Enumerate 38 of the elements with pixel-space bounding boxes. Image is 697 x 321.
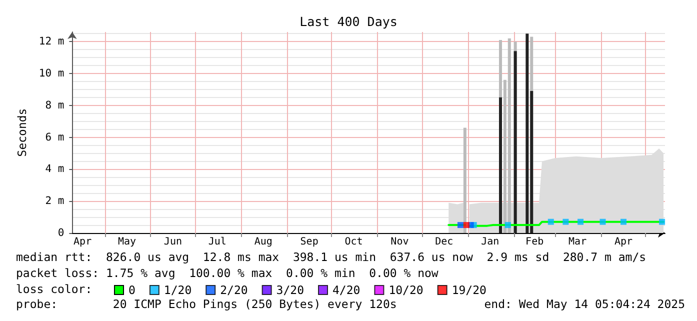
x-tick-label: Jun bbox=[164, 236, 182, 248]
x-tick-label: Jul bbox=[208, 236, 226, 248]
y-tick-label: 2 m bbox=[45, 195, 64, 208]
x-tick-label: Dec bbox=[435, 236, 454, 248]
chart-title: Last 400 Days bbox=[300, 14, 398, 29]
y-tick-label: 6 m bbox=[45, 131, 64, 144]
text: probe: 20 ICMP Echo Pings (250 Bytes) every 120s bbox=[16, 297, 397, 311]
y-tick-label: 10 m bbox=[38, 67, 64, 80]
y-tick-label: 12 m bbox=[38, 36, 64, 48]
legend-label: 0 bbox=[128, 283, 136, 297]
x-tick-label: Sep bbox=[300, 236, 318, 248]
bar bbox=[526, 34, 529, 233]
bar bbox=[463, 128, 466, 233]
text: median rtt: 826.0 us avg 12.8 ms max 398.1 us min 637.6 us now 2.9 ms sd 280.7 m am/s bbox=[16, 250, 646, 264]
y-axis-title: Seconds bbox=[15, 108, 29, 157]
legend-label: 2/20 bbox=[220, 283, 248, 297]
bar bbox=[498, 97, 502, 233]
legend-label: 10/20 bbox=[388, 283, 424, 297]
legend-label: 4/20 bbox=[332, 283, 360, 297]
x-tick-label: Apr bbox=[74, 236, 92, 248]
x-tick-label: Mar bbox=[568, 236, 587, 248]
text: loss color: bbox=[16, 282, 92, 296]
x-tick-label: Oct bbox=[344, 236, 363, 248]
legend-label: 19/20 bbox=[452, 283, 487, 297]
legend-label: 1/20 bbox=[164, 283, 192, 297]
x-tick-label: Nov bbox=[390, 236, 409, 248]
y-tick-label: 8 m bbox=[45, 99, 64, 112]
y-tick-label: 4 m bbox=[45, 163, 64, 176]
legend-label: 3/20 bbox=[276, 283, 304, 297]
x-tick-label: Feb bbox=[526, 236, 544, 248]
bar bbox=[508, 38, 511, 233]
x-tick-label: Jan bbox=[481, 236, 500, 248]
x-tick-label: Aug bbox=[254, 236, 272, 248]
y-tick-label: 0 bbox=[58, 227, 64, 239]
x-tick-label: May bbox=[118, 236, 136, 248]
text: packet loss: 1.75 % avg 100.00 % max 0.00 % min 0.00 % now bbox=[16, 266, 438, 280]
x-tick-label: Apr bbox=[614, 236, 633, 248]
text: end: Wed May 14 05:04:24 2025 bbox=[484, 297, 686, 311]
